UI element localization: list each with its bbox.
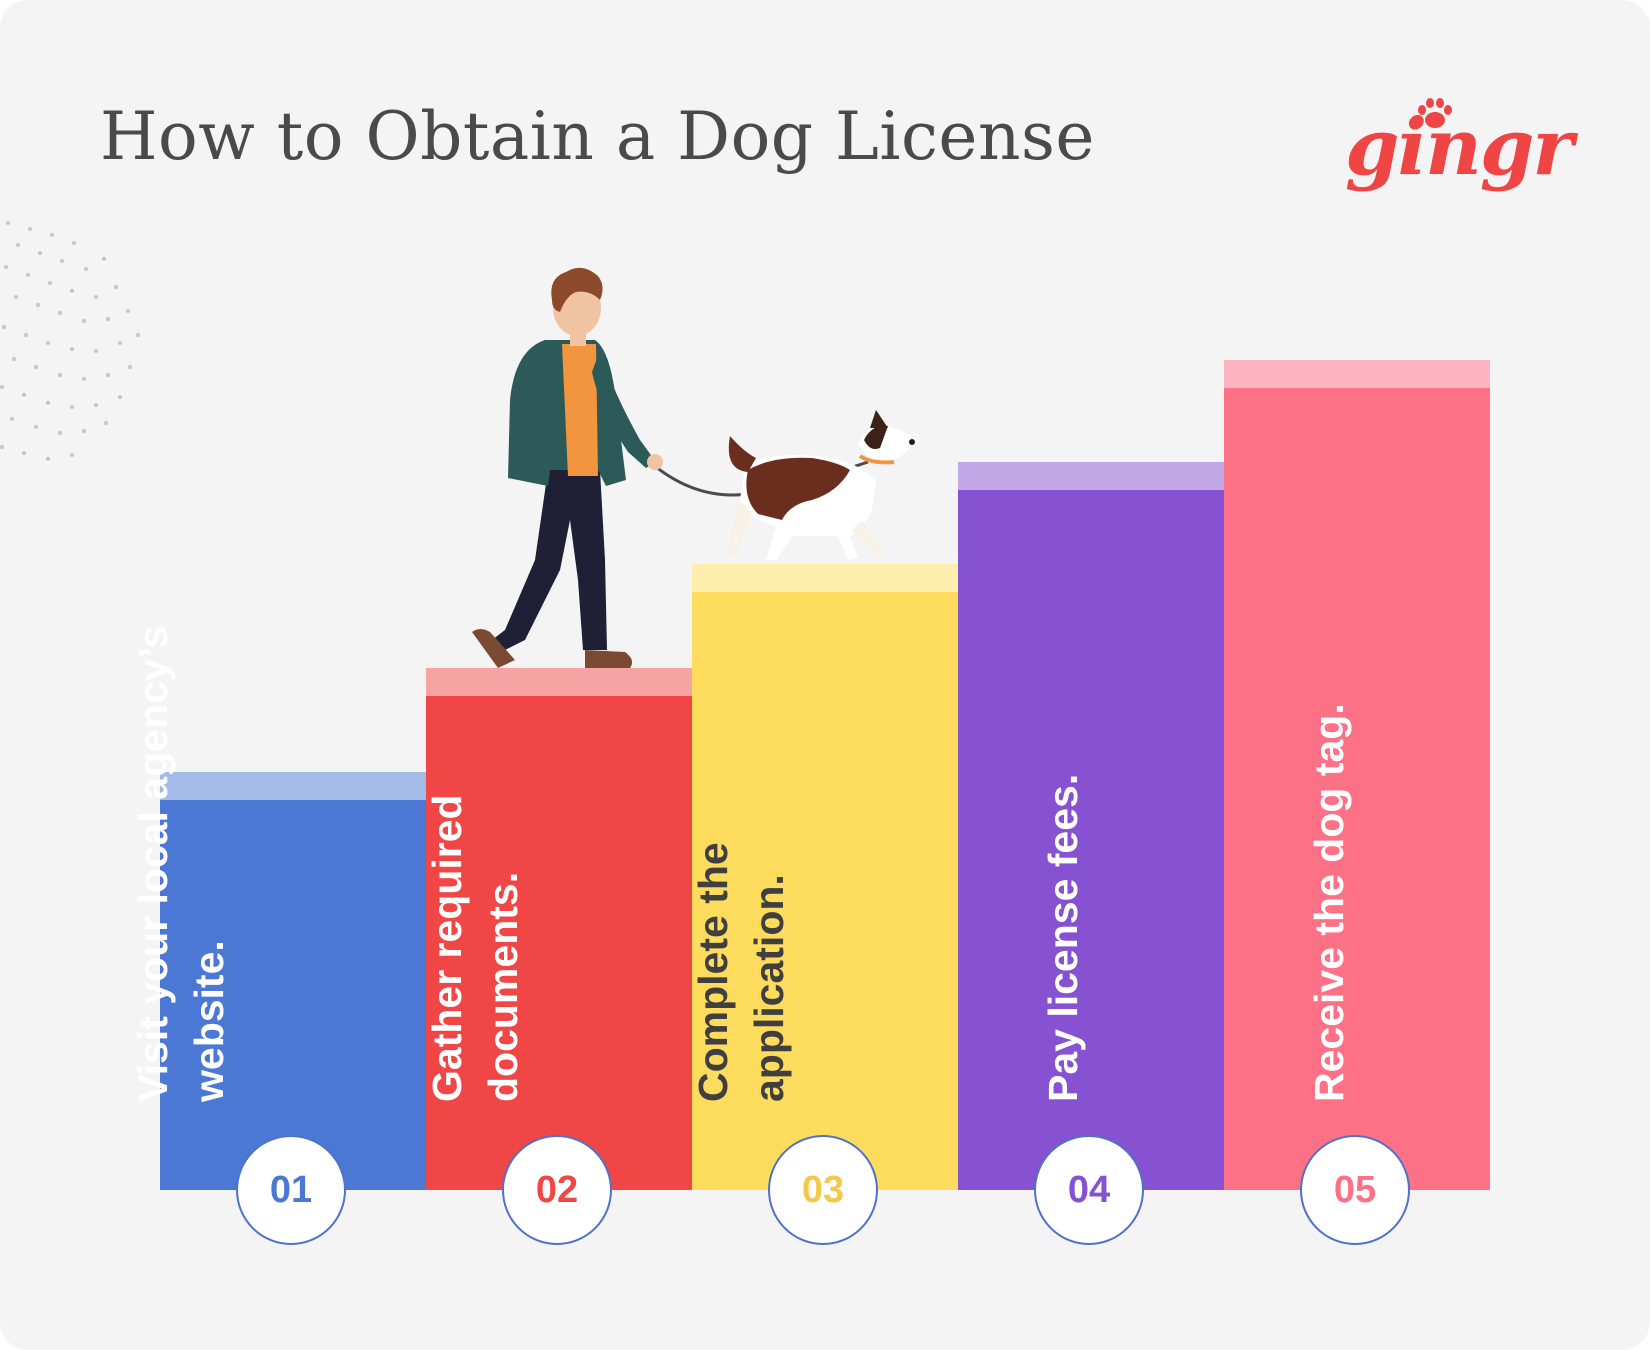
step-cap — [692, 564, 958, 592]
step-cap — [426, 668, 692, 696]
step-number-badge-5: 05 — [1300, 1135, 1410, 1245]
step-body — [160, 800, 426, 1190]
step-number-badge-4: 04 — [1034, 1135, 1144, 1245]
step-number-badge-3: 03 — [768, 1135, 878, 1245]
step-block-1: Visit your local agency’s website. — [130, 626, 426, 1190]
step-block-5: Receive the dog tag. — [1224, 360, 1490, 1190]
page-title: How to Obtain a Dog License — [100, 98, 1095, 175]
step-cap — [160, 772, 426, 800]
step-block-4: Pay license fees. — [958, 462, 1224, 1190]
step-cap — [1224, 360, 1490, 388]
step-body — [692, 592, 958, 1190]
step-block-3: Complete the application. — [690, 564, 958, 1190]
step-body — [426, 696, 692, 1190]
step-block-2: Gather required documents. — [424, 668, 692, 1190]
step-number-badge-2: 02 — [502, 1135, 612, 1245]
decorative-dots — [0, 220, 141, 462]
paw-icon — [1418, 98, 1452, 128]
step-body — [958, 490, 1224, 1190]
step-number-badge-1: 01 — [236, 1135, 346, 1245]
logo-wordmark: gingr — [1345, 102, 1574, 193]
step-cap — [958, 462, 1224, 490]
step-body — [1224, 388, 1490, 1190]
gingr-logo: gingr — [1345, 92, 1574, 202]
